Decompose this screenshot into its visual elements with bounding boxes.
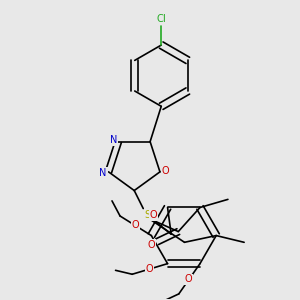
Text: O: O (147, 240, 155, 250)
Text: O: O (149, 210, 157, 220)
Text: O: O (146, 264, 153, 274)
Text: Cl: Cl (156, 14, 166, 24)
Text: S: S (144, 210, 151, 220)
Text: N: N (99, 168, 107, 178)
Text: O: O (185, 274, 193, 284)
Text: O: O (131, 220, 139, 230)
Text: N: N (110, 135, 118, 145)
Text: O: O (162, 166, 169, 176)
